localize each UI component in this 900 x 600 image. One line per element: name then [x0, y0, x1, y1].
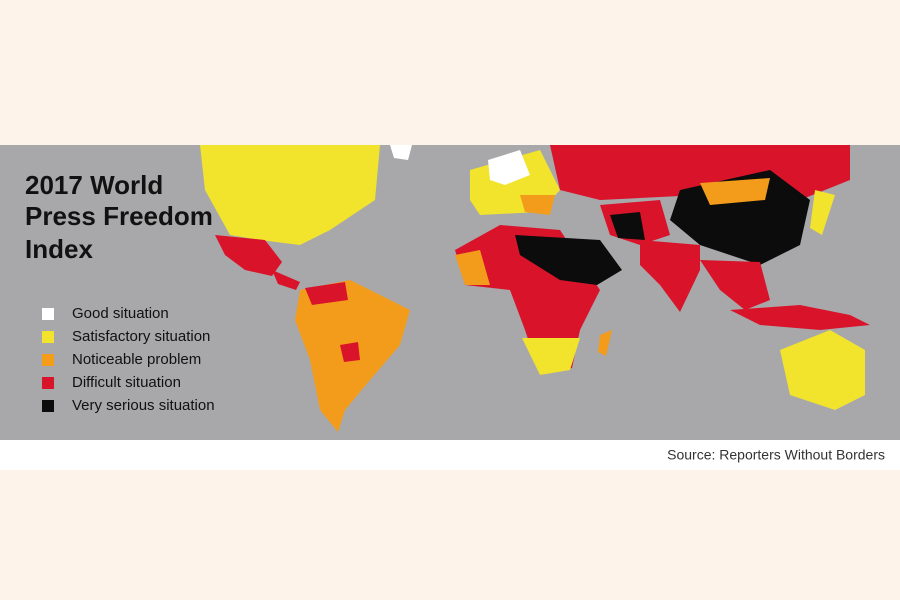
legend-label: Noticeable problem [72, 351, 201, 368]
greenland [390, 145, 412, 160]
indonesia [730, 305, 870, 330]
legend-swatch [42, 377, 54, 389]
countries [200, 145, 870, 432]
legend-label: Good situation [72, 305, 169, 322]
legend-swatch [42, 331, 54, 343]
india [640, 240, 700, 312]
title-line: 2017 World [25, 170, 163, 200]
madagascar [598, 330, 612, 356]
australia [780, 330, 865, 410]
southeast-asia [700, 260, 770, 310]
legend-label: Difficult situation [72, 374, 181, 391]
legend: Good situation Satisfactory situation Noti… [42, 305, 215, 414]
venezuela [305, 282, 348, 305]
mexico [215, 235, 282, 276]
legend-swatch [42, 354, 54, 366]
north-africa-mideast [515, 235, 622, 285]
paraguay [340, 342, 360, 362]
legend-swatch [42, 400, 54, 412]
balkans [520, 195, 555, 215]
title-line: Index [25, 234, 93, 264]
source: Source: Reporters Without Borders [667, 447, 885, 463]
legend-label: Satisfactory situation [72, 328, 210, 345]
legend-label: Very serious situation [72, 397, 215, 414]
source-strip [0, 440, 900, 470]
north-america [200, 145, 380, 245]
title-line: Press Freedom [25, 201, 213, 231]
japan [810, 190, 835, 235]
west-africa [455, 250, 490, 285]
mongolia [700, 178, 770, 205]
scandinavia [488, 150, 530, 185]
iran [610, 212, 645, 240]
southern-africa [522, 338, 580, 375]
legend-swatch [42, 308, 54, 320]
central-america [272, 270, 300, 290]
